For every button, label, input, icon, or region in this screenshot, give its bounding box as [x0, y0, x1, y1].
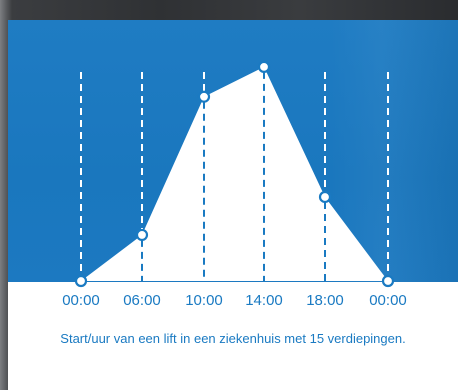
data-point-5 — [381, 274, 395, 288]
chart-caption: Start/uur van een lift in een ziekenhuis… — [60, 331, 406, 346]
data-point-2 — [197, 90, 211, 103]
caption-card — [8, 282, 458, 390]
data-point-3 — [257, 60, 271, 74]
x-tick-label-2: 10:00 — [185, 292, 223, 309]
data-points — [74, 60, 395, 288]
grid-lines — [80, 72, 389, 276]
data-point-4 — [318, 190, 332, 204]
x-tick-label-3: 14:00 — [245, 292, 283, 309]
x-tick-labels: 00:00 06:00 10:00 14:00 18:00 00:00 — [62, 292, 407, 309]
area-fill — [81, 66, 388, 281]
x-tick-label-5: 00:00 — [369, 292, 407, 309]
area-series — [81, 66, 388, 281]
data-point-0 — [74, 274, 88, 288]
x-tick-label-0: 00:00 — [62, 292, 100, 309]
x-tick-label-1: 06:00 — [123, 292, 161, 309]
x-tick-label-4: 18:00 — [306, 292, 344, 309]
data-point-1 — [135, 228, 149, 242]
